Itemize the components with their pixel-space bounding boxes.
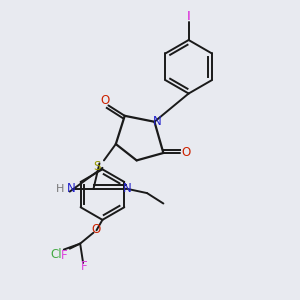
Text: N: N: [123, 182, 132, 194]
Text: S: S: [93, 160, 100, 173]
Text: N: N: [152, 115, 161, 128]
Text: N: N: [67, 182, 76, 195]
Text: H: H: [56, 184, 64, 194]
Text: Cl: Cl: [50, 248, 61, 260]
Text: O: O: [92, 223, 101, 236]
Text: F: F: [61, 249, 67, 262]
Text: O: O: [182, 146, 191, 160]
Text: O: O: [101, 94, 110, 107]
Text: I: I: [187, 10, 190, 23]
Text: F: F: [81, 260, 88, 273]
Text: I: I: [187, 10, 190, 23]
